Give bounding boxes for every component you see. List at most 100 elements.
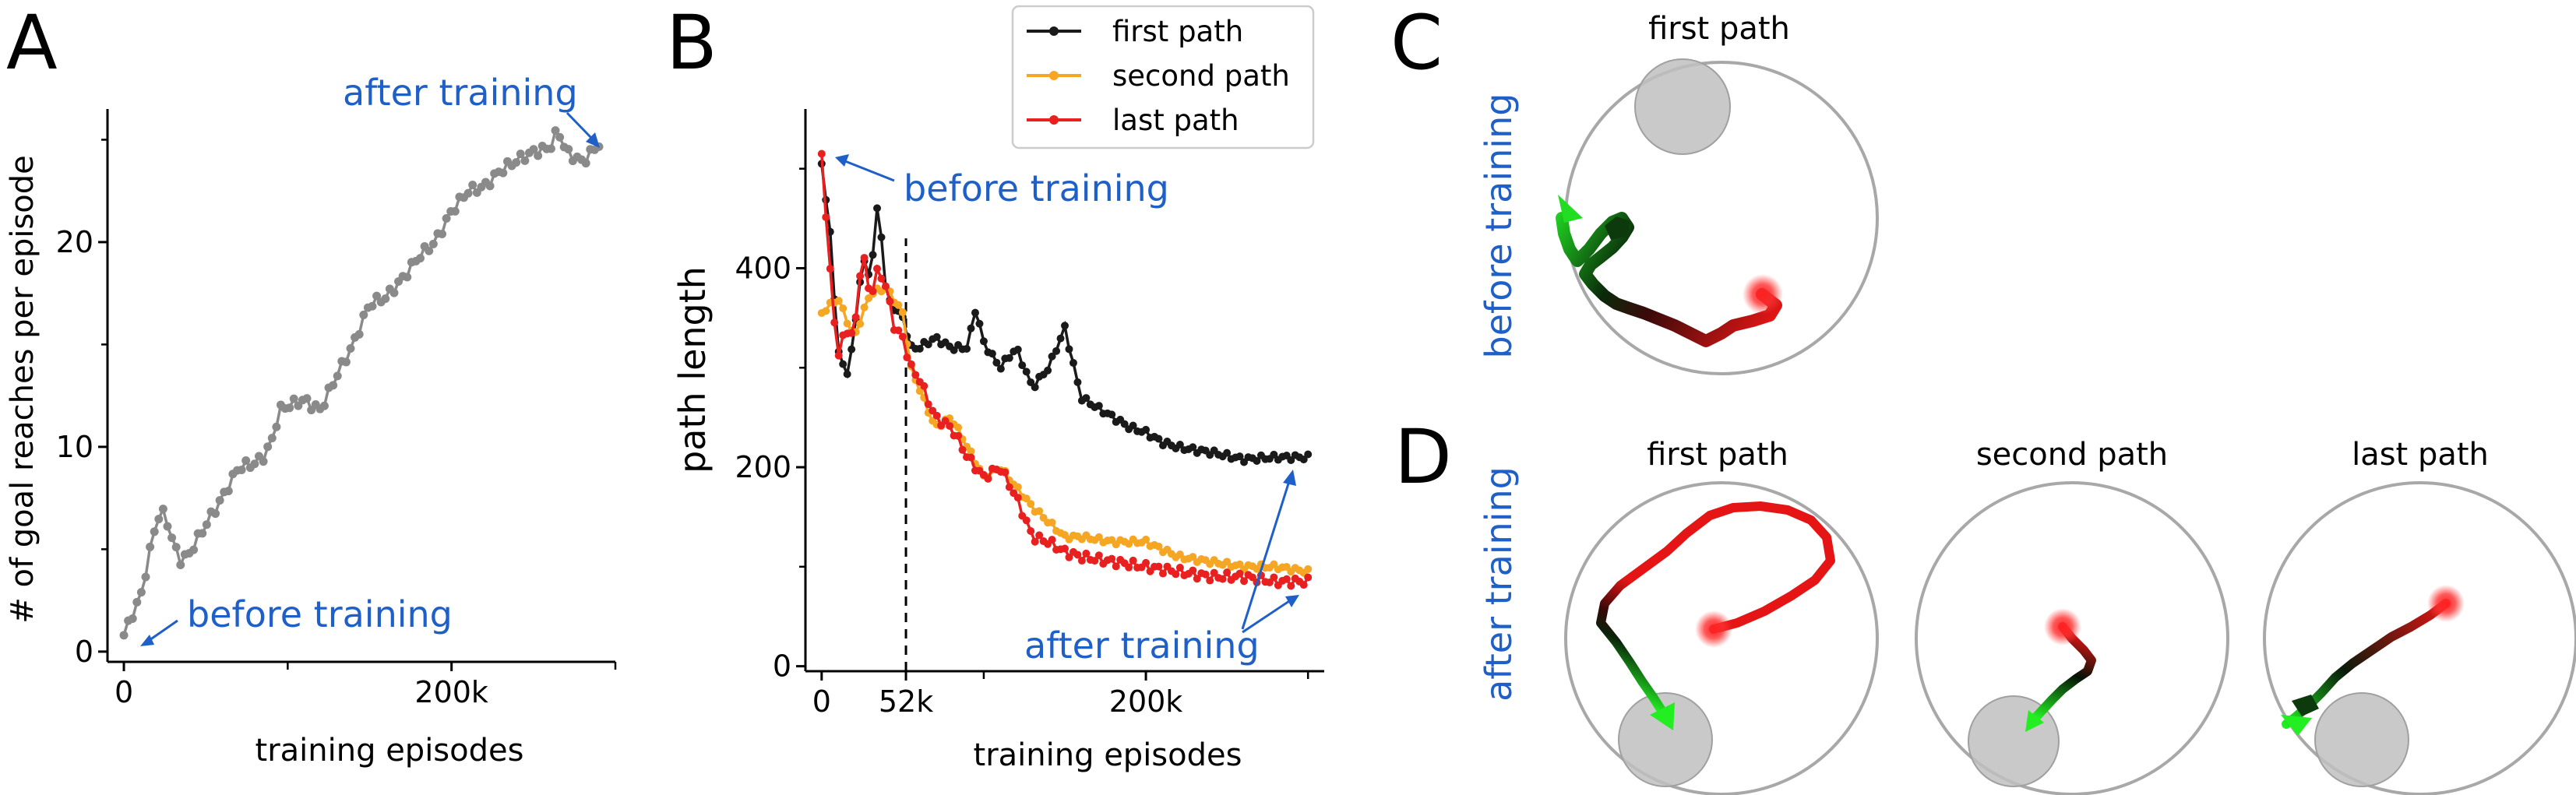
data-point xyxy=(272,422,281,431)
data-point xyxy=(359,310,368,319)
data-point xyxy=(346,344,355,354)
direction-arrow-icon xyxy=(2025,710,2044,732)
data-point xyxy=(189,545,199,554)
data-point xyxy=(1193,575,1201,583)
data-point xyxy=(898,332,907,341)
panel-c-side-label: before training xyxy=(1478,93,1520,359)
start-marker xyxy=(2427,585,2465,622)
arrowhead-a-after xyxy=(586,132,600,148)
data-point xyxy=(1065,345,1073,354)
data-point xyxy=(1223,558,1232,566)
data-point xyxy=(924,400,932,409)
legend-item-second: second path xyxy=(1027,59,1290,93)
data-point xyxy=(1240,577,1249,586)
x-tick-label-a: 0 xyxy=(115,675,133,709)
data-point xyxy=(860,303,869,311)
data-point xyxy=(1031,537,1039,546)
data-point xyxy=(869,251,877,259)
data-point xyxy=(428,239,438,248)
data-point xyxy=(924,340,932,349)
data-point xyxy=(971,308,979,317)
panel-d: after training first path second path la… xyxy=(1478,437,2576,795)
data-point xyxy=(1094,551,1103,560)
data-point xyxy=(146,542,155,551)
data-point xyxy=(907,360,915,368)
data-point xyxy=(830,318,839,327)
annotation-b-after: after training xyxy=(1024,624,1260,667)
start-marker xyxy=(2044,608,2081,645)
data-point xyxy=(1065,553,1073,561)
data-point xyxy=(1206,576,1214,585)
data-point xyxy=(822,307,830,315)
direction-arrow-icon xyxy=(2281,715,2312,736)
data-point xyxy=(975,319,984,328)
data-point xyxy=(886,297,894,306)
data-point xyxy=(1005,483,1013,491)
data-point xyxy=(450,206,460,216)
data-point xyxy=(520,156,530,165)
data-point xyxy=(1287,582,1295,590)
data-point xyxy=(873,204,882,213)
data-point xyxy=(1027,500,1035,508)
data-point xyxy=(1304,450,1313,459)
data-point xyxy=(932,332,941,341)
legend-label-first: first path xyxy=(1112,15,1243,48)
data-point xyxy=(932,411,941,420)
direction-arrow-icon xyxy=(1650,702,1675,730)
data-point xyxy=(856,319,865,328)
data-point xyxy=(154,515,164,524)
panel-d-title-3: last path xyxy=(2352,437,2489,473)
data-point xyxy=(1175,564,1184,572)
arrow-b-after-2 xyxy=(1242,600,1290,634)
data-point xyxy=(1270,450,1278,459)
y-tick-label-b: 200 xyxy=(735,450,791,484)
data-point xyxy=(1091,557,1099,565)
data-point xyxy=(289,394,298,403)
data-point xyxy=(817,150,826,158)
legend-item-last: last path xyxy=(1027,104,1239,137)
data-point xyxy=(920,382,929,390)
panel-label-b: B xyxy=(666,0,717,86)
arrow-b-after-1 xyxy=(1241,480,1291,630)
data-point xyxy=(1282,575,1291,583)
arena-circle xyxy=(1915,481,2229,795)
data-point xyxy=(1108,410,1116,419)
data-point xyxy=(1048,536,1056,544)
panel-label-a: A xyxy=(6,0,58,86)
data-point xyxy=(1120,420,1129,428)
data-point xyxy=(911,371,920,379)
data-point xyxy=(171,543,181,552)
data-point xyxy=(581,159,590,168)
data-point xyxy=(1094,533,1103,541)
annotation-b-before: before training xyxy=(904,167,1169,209)
data-point xyxy=(564,145,573,154)
data-point xyxy=(1035,507,1044,515)
data-point xyxy=(903,354,911,362)
data-point xyxy=(1175,441,1184,449)
data-point xyxy=(136,588,146,597)
panel-d-title-2: second path xyxy=(1976,437,2168,473)
data-point xyxy=(1031,383,1039,392)
data-point xyxy=(1108,554,1116,563)
data-point xyxy=(329,381,338,390)
data-point xyxy=(132,597,142,607)
data-point xyxy=(285,403,294,413)
trajectory xyxy=(2028,622,2096,725)
data-point xyxy=(1035,531,1044,540)
data-point xyxy=(851,313,860,322)
data-point xyxy=(176,560,185,569)
data-point xyxy=(555,132,565,142)
y-tick-label-a: 20 xyxy=(56,225,93,259)
data-point xyxy=(534,151,543,160)
data-point xyxy=(1235,452,1244,461)
data-point xyxy=(1001,468,1010,477)
arena-circle xyxy=(1564,481,1879,795)
data-point xyxy=(954,431,963,440)
data-point xyxy=(873,265,882,273)
data-point xyxy=(1013,345,1022,354)
data-point xyxy=(1013,494,1022,502)
axis-b-ylabel: path length xyxy=(671,266,714,473)
data-point xyxy=(198,529,207,538)
data-point xyxy=(1299,581,1308,589)
